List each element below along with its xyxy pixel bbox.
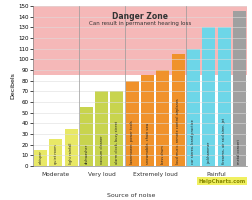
Text: jackhammer: jackhammer (207, 142, 211, 164)
Bar (141, 75, 154, 166)
Text: Moderate: Moderate (42, 172, 70, 177)
Text: Source of noise: Source of noise (107, 193, 155, 198)
Bar (156, 70, 169, 166)
Text: firearms, air raid siren, jet: firearms, air raid siren, jet (222, 118, 226, 164)
Text: metal concert: metal concert (237, 139, 241, 164)
Bar (49, 139, 62, 166)
Text: quiet room: quiet room (54, 145, 58, 164)
Text: car stereo, band practice: car stereo, band practice (192, 120, 195, 164)
Text: dishwasher: dishwasher (84, 144, 88, 164)
Text: Can result in permanent hearing loss: Can result in permanent hearing loss (89, 21, 191, 26)
Bar (172, 54, 185, 166)
Text: Very loud: Very loud (88, 172, 115, 177)
Bar (80, 107, 93, 166)
Bar (110, 91, 123, 166)
Bar (34, 150, 47, 166)
Bar (33, 6, 247, 75)
Bar (126, 81, 139, 166)
Text: Danger Zone: Danger Zone (112, 12, 168, 21)
Text: vacuum cleaner: vacuum cleaner (100, 136, 104, 164)
Text: HelpCharts.com: HelpCharts.com (199, 179, 246, 184)
Text: lawnmower, power tools: lawnmower, power tools (130, 121, 134, 164)
Text: light rainfall: light rainfall (69, 143, 73, 164)
Text: snowmobile, chain saw: snowmobile, chain saw (145, 123, 149, 164)
Y-axis label: Decibels: Decibels (10, 73, 15, 99)
Bar (95, 91, 108, 166)
Text: bass drum: bass drum (161, 146, 165, 164)
Bar (187, 49, 200, 166)
Bar (65, 129, 78, 166)
Bar (217, 27, 231, 166)
Bar (202, 27, 215, 166)
Text: alarm clock, busy street: alarm clock, busy street (115, 121, 119, 164)
Text: loud music, remote control airplanes: loud music, remote control airplanes (176, 99, 180, 164)
Text: Extremely loud: Extremely loud (133, 172, 178, 177)
Bar (233, 11, 246, 166)
Text: whisper: whisper (38, 151, 42, 164)
Text: Painful: Painful (206, 172, 226, 177)
